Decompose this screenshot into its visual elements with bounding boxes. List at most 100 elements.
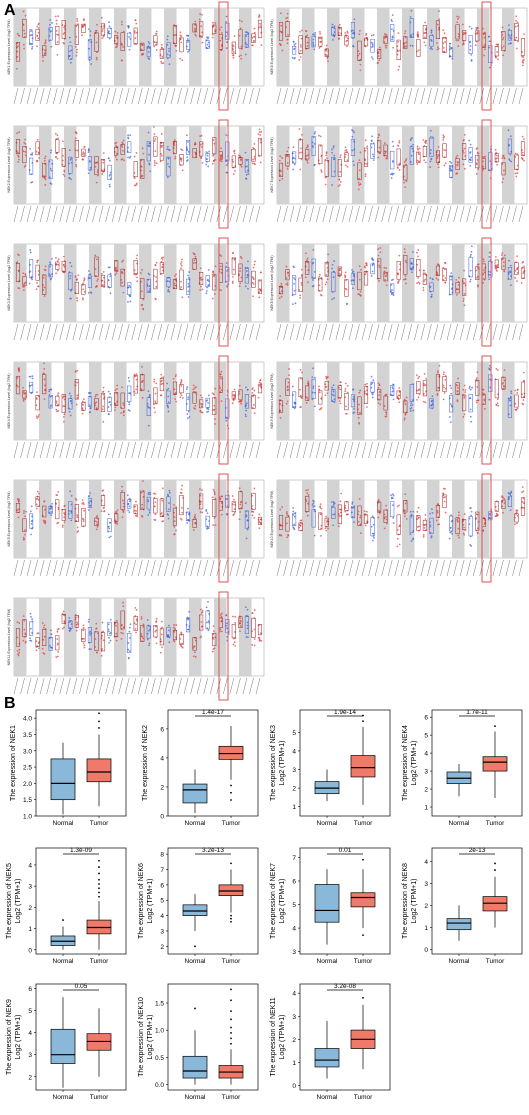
pancancer-point [128, 503, 130, 505]
pancancer-point [245, 177, 247, 179]
pancancer-point [318, 276, 320, 278]
pancancer-point [429, 166, 431, 168]
pancancer-point [129, 32, 131, 34]
pancancer-point [443, 165, 445, 167]
pancancer-point [96, 652, 98, 654]
pancancer-point [89, 632, 91, 634]
pancancer-xtick-label [460, 88, 464, 104]
pancancer-point [483, 400, 485, 402]
pancancer-point [521, 282, 523, 284]
pancancer-point [449, 416, 451, 418]
pancancer-point [130, 623, 132, 625]
pancancer-point [298, 289, 300, 291]
pancancer-point [444, 282, 446, 284]
pancancer-point [385, 267, 387, 269]
pancancer-point [462, 44, 464, 46]
pancancer-point [254, 609, 256, 611]
pancancer-point [155, 286, 157, 288]
pancancer-point [332, 514, 334, 516]
pancancer-point [510, 135, 512, 137]
pancancer-point [372, 515, 374, 517]
pancancer-point [312, 387, 314, 389]
pancancer-point [318, 47, 320, 49]
pancancer-point [360, 291, 362, 293]
pancancer-xtick-label [27, 442, 31, 458]
pancancer-xtick-label [60, 442, 64, 458]
y-tick-label: 3.5 [23, 732, 32, 739]
pancancer-point [292, 386, 294, 388]
pancancer-point [135, 515, 137, 517]
pancancer-point [88, 150, 90, 152]
pancancer-point [502, 37, 504, 39]
pancancer-point [397, 41, 399, 43]
pancancer-xtick-label [256, 88, 260, 104]
pancancer-point [32, 375, 34, 377]
pancancer-point [83, 624, 85, 626]
pancancer-point [115, 156, 117, 158]
pancancer-point [496, 266, 498, 268]
pancancer-point [358, 188, 360, 190]
pancancer-point [503, 170, 505, 172]
pancancer-point [161, 47, 163, 49]
pancancer-point [232, 402, 234, 404]
pancancer-point [57, 651, 59, 653]
y-axis-label-unit: Log2 (TPM+1) [15, 879, 22, 924]
pancancer-point [438, 29, 440, 31]
pancancer-xtick-label [467, 206, 471, 222]
pancancer-xtick-label [230, 206, 234, 222]
pancancer-xtick-label [303, 442, 307, 458]
pancancer-point [259, 280, 261, 282]
pancancer-point [456, 16, 458, 18]
pancancer-point [101, 510, 103, 512]
pancancer-panel-nek6: NEK6 Expression Level (log2 TPM) [270, 2, 527, 110]
pancancer-point [319, 284, 321, 286]
pancancer-point [160, 153, 162, 155]
pancancer-point [153, 46, 155, 48]
pancancer-point [56, 34, 58, 36]
pancancer-point [29, 637, 31, 639]
pancancer-shade [89, 362, 102, 440]
pancancer-point [225, 614, 227, 616]
pancancer-point [338, 185, 340, 187]
pancancer-point [346, 303, 348, 305]
pancancer-point [292, 57, 294, 59]
pancancer-point [221, 630, 223, 632]
pancancer-point [333, 505, 335, 507]
pancancer-point [364, 384, 366, 386]
pancancer-xtick-label [125, 560, 129, 576]
pancancer-point [162, 376, 164, 378]
pancancer-point [403, 182, 405, 184]
pancancer-point [188, 277, 190, 279]
pancancer-point [167, 495, 169, 497]
pancancer-xtick-label [145, 324, 149, 340]
pancancer-shade [139, 480, 152, 558]
pancancer-point [64, 405, 66, 407]
pancancer-point [51, 511, 53, 513]
pancancer-point [450, 421, 452, 423]
pancancer-point [463, 298, 465, 300]
pancancer-point [313, 49, 315, 51]
y-tick-label: 4 [160, 755, 164, 762]
pancancer-xtick-label [323, 206, 327, 222]
pancancer-xtick-label [164, 442, 168, 458]
pancancer-point [167, 280, 169, 282]
pancancer-point [338, 37, 340, 39]
pancancer-point [497, 369, 499, 371]
pancancer-point [458, 511, 460, 513]
pancancer-point [62, 524, 64, 526]
pancancer-point [109, 522, 111, 524]
pancancer-point [450, 48, 452, 50]
pancancer-point [314, 131, 316, 133]
pancancer-point [187, 617, 189, 619]
pancancer-point [437, 157, 439, 159]
pancancer-point [300, 395, 302, 397]
pancancer-point [469, 386, 471, 388]
pancancer-point [116, 388, 118, 390]
pancancer-xtick-label [66, 88, 70, 104]
pancancer-point [214, 388, 216, 390]
pancancer-xtick-label [395, 88, 399, 104]
pancancer-point [301, 276, 303, 278]
pancancer-point [261, 640, 263, 642]
pancancer-point [83, 638, 85, 640]
